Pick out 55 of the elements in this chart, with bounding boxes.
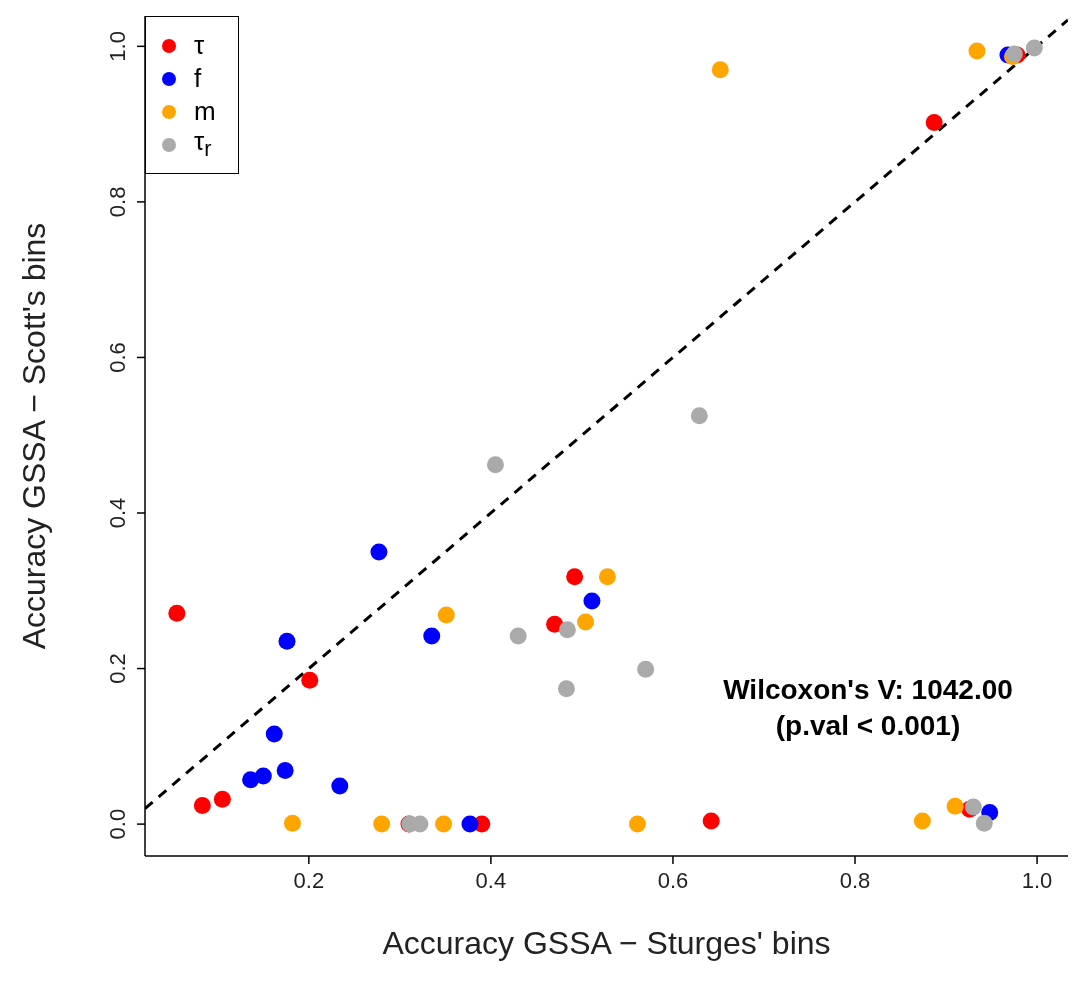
point	[331, 777, 349, 795]
point	[702, 812, 720, 830]
point	[946, 797, 964, 815]
point	[546, 615, 564, 633]
x-tick-label: 0.2	[293, 867, 325, 893]
point	[301, 671, 319, 689]
point	[509, 627, 527, 645]
point	[913, 812, 931, 830]
y-tick-label: 0.6	[105, 342, 130, 373]
y-tick-label: 0.0	[105, 808, 130, 840]
x-tick-label: 0.8	[839, 867, 871, 893]
point	[566, 568, 584, 586]
point	[925, 114, 943, 132]
point	[373, 815, 391, 833]
point	[968, 42, 986, 60]
point	[461, 815, 479, 833]
point	[437, 606, 455, 624]
legend-label: τ	[194, 30, 205, 61]
point	[628, 815, 646, 833]
y-tick-label: 0.4	[105, 497, 130, 529]
point	[278, 632, 296, 650]
point	[423, 627, 441, 645]
x-axis-title: Accuracy GSSA − Sturges' bins	[382, 925, 831, 961]
point	[1025, 39, 1043, 57]
point	[558, 621, 576, 639]
point	[213, 790, 231, 808]
y-tick-label: 1.0	[105, 31, 130, 62]
x-tick-label: 0.6	[657, 867, 689, 893]
y-axis-title: Accuracy GSSA − Scott's bins	[16, 222, 53, 650]
legend-label: m	[194, 96, 216, 127]
legend-label: f	[194, 63, 202, 94]
legend-label: τ$_{r}$	[194, 126, 212, 163]
point	[370, 543, 388, 561]
annotation: Wilcoxon's V: 1042.00	[722, 673, 1014, 707]
point	[711, 61, 729, 79]
point	[193, 796, 211, 814]
x-tick-label: 0.4	[475, 867, 507, 893]
point	[276, 761, 294, 779]
point	[583, 592, 601, 610]
point	[637, 660, 655, 678]
point	[690, 407, 708, 425]
point	[283, 814, 301, 832]
point	[168, 604, 186, 622]
point	[598, 568, 616, 586]
x-tick-label: 1.0	[1021, 867, 1053, 893]
point	[265, 725, 283, 743]
y-tick-label: 0.8	[105, 186, 130, 218]
point	[254, 767, 272, 785]
point	[975, 814, 993, 832]
point	[557, 680, 575, 698]
y-tick-label: 0.2	[105, 653, 130, 684]
point	[577, 613, 595, 631]
point	[486, 456, 504, 474]
point	[435, 815, 453, 833]
annotation: (p.val < 0.001)	[774, 709, 962, 743]
